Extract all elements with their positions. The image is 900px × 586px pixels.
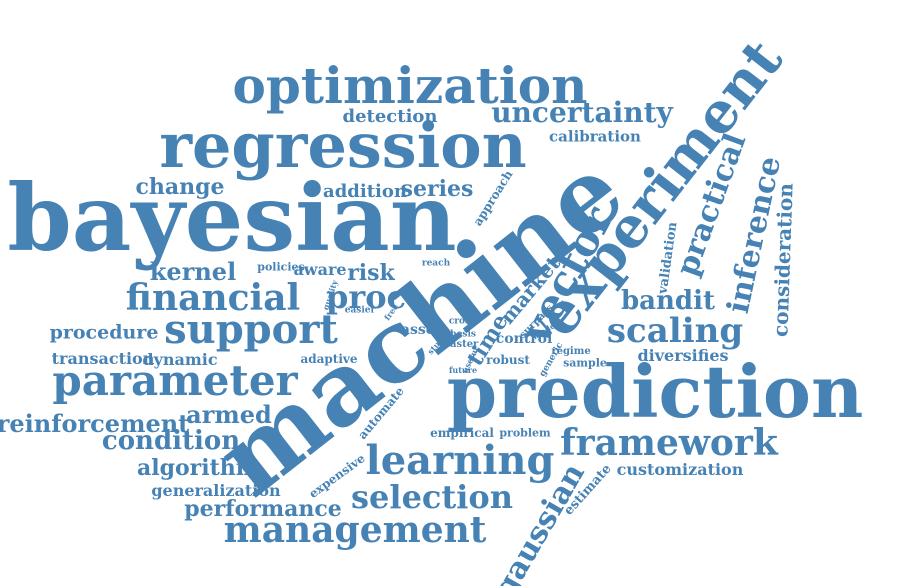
word-control: control [495, 331, 553, 347]
word-regression: regression [159, 109, 527, 182]
word-management: management [223, 509, 487, 551]
word-condition: condition [101, 426, 241, 456]
word-kernel: kernel [149, 257, 237, 286]
word-parameter: parameter [52, 356, 298, 405]
word-thesis: thesis [446, 329, 476, 340]
word-performance: performance [184, 496, 342, 522]
word-change: change [135, 174, 225, 200]
word-asset: asset [400, 322, 442, 338]
word-faster: faster [445, 339, 479, 350]
word-reinforcement: reinforcement [0, 409, 190, 438]
word-risk: risk [347, 260, 395, 286]
word-transaction: transaction [51, 349, 155, 368]
word-cross: cross [448, 316, 476, 327]
word-dynamic: dynamic [142, 350, 218, 369]
word-problem: problem [499, 426, 551, 440]
word-policies: policies [257, 260, 305, 274]
word-future: future [448, 365, 478, 375]
word-armed: armed [186, 400, 272, 429]
word-reach: reach [421, 258, 451, 269]
word-adaptive: adaptive [300, 352, 358, 366]
word-uncertainty: uncertainty [491, 96, 673, 129]
word-bayesian: bayesian [7, 164, 457, 272]
word-optimization: optimization [232, 56, 588, 115]
word-learning: learning [365, 437, 555, 484]
word-financial: financial [125, 277, 301, 319]
word-series: series [400, 176, 474, 202]
word-proc: proc [325, 278, 407, 316]
word-addition: addition [323, 181, 407, 202]
word-selection: selection [351, 478, 513, 516]
word-support: support [164, 306, 338, 353]
word-scaling: scaling [606, 311, 744, 351]
word-customization: customization [616, 460, 744, 479]
word-algorithm: algorithm [136, 455, 260, 481]
word-calibration: calibration [549, 127, 641, 146]
word-procedure: procedure [49, 321, 159, 344]
word-robust: robust [486, 353, 530, 367]
word-regime: regime [551, 346, 591, 357]
word-generalization: generalization [151, 481, 281, 500]
word-consideration: consideration [768, 182, 798, 338]
word-detection: detection [342, 106, 438, 127]
word-bandit: bandit [621, 286, 715, 316]
word-prediction: prediction [446, 349, 864, 434]
word-easier: easier [344, 305, 376, 316]
word-aware: aware [293, 260, 347, 279]
word-empirical: empirical [430, 426, 494, 440]
word-framework: framework [560, 422, 778, 464]
word-sample: sample [563, 356, 607, 370]
word-diversifies: diversifies [637, 346, 729, 365]
